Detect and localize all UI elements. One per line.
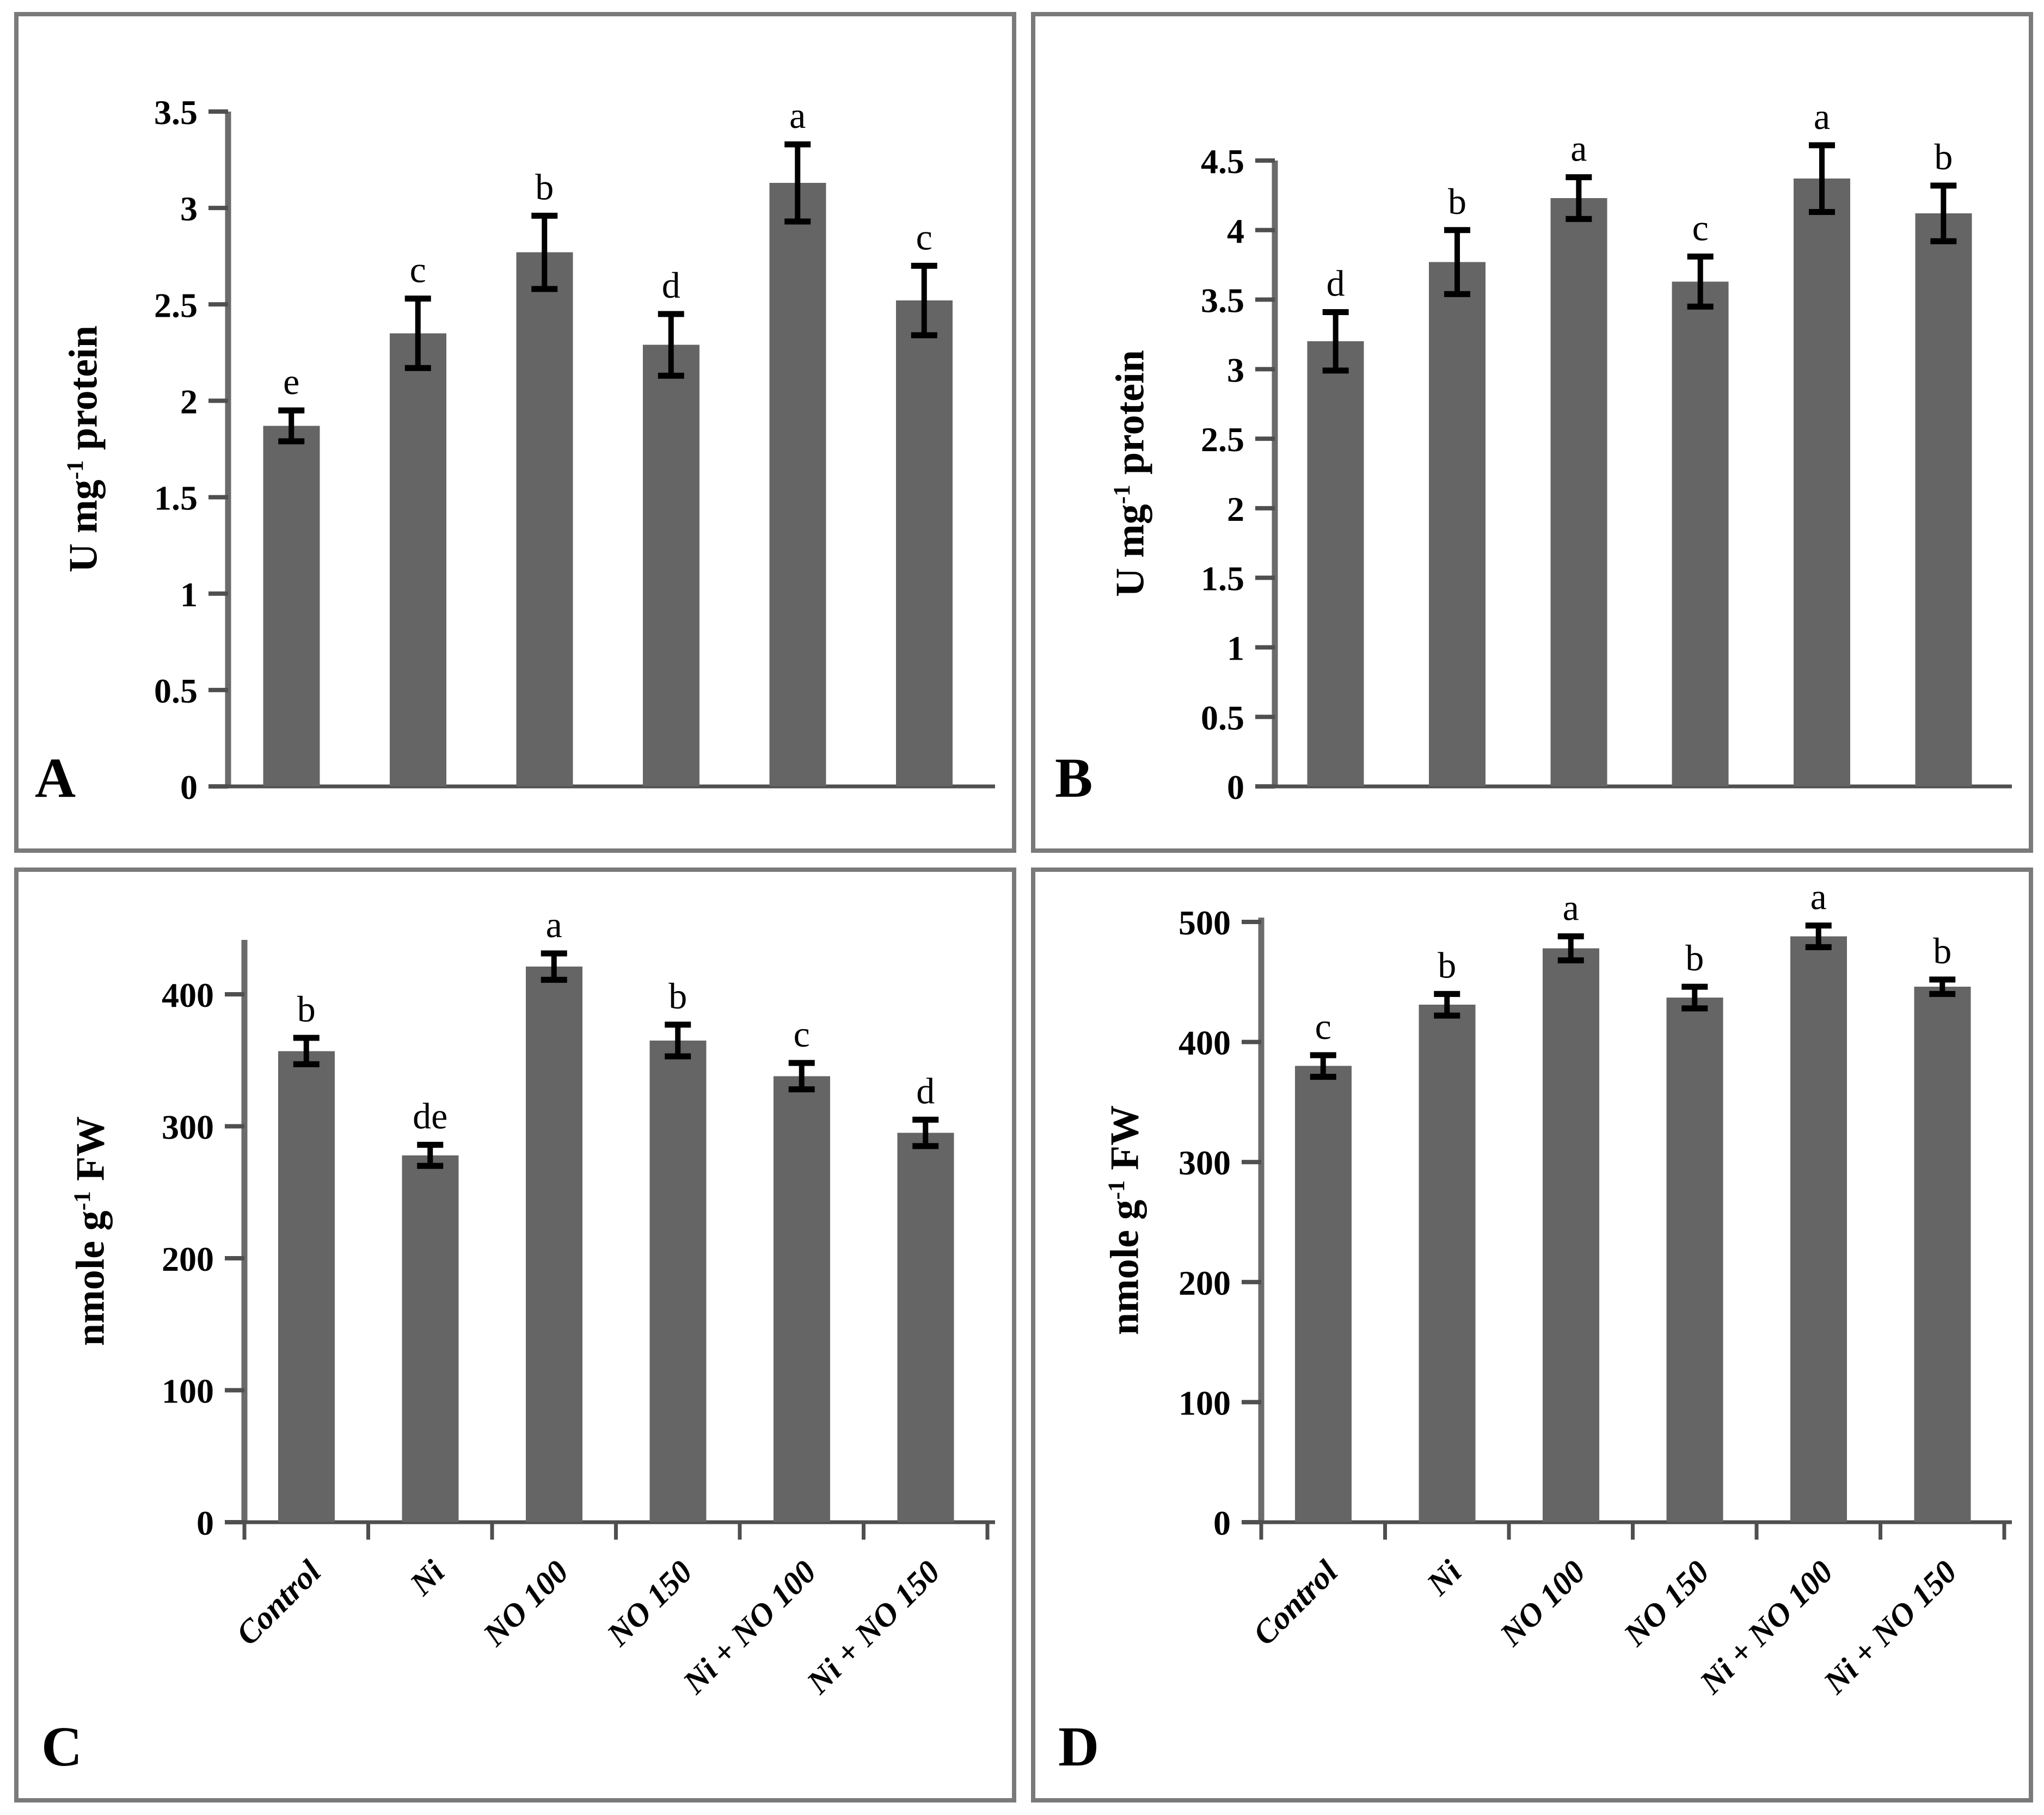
y-tick-label: 2 xyxy=(180,382,198,421)
sig-letter: b xyxy=(1933,930,1951,971)
y-tick-label: 1.5 xyxy=(1201,559,1244,598)
y-tick-label: 1.5 xyxy=(154,479,198,518)
x-tick-label: NO 100 xyxy=(476,1554,575,1653)
panel-C-chart: 0 100 200 300 400 b de a b c d Control Ni NO 100 NO 15… xyxy=(162,904,995,1701)
bar-Ni + NO 150 xyxy=(895,300,953,786)
bar-Ni + NO 150 xyxy=(1914,987,1971,1522)
y-tick-label: 0 xyxy=(1213,1504,1231,1542)
panel-D: 0 100 200 300 400 500 c b a b a b Control Ni NO 100 NO … xyxy=(1031,867,2033,1802)
bar-Ni xyxy=(402,1155,459,1522)
x-tick-label: NO 100 xyxy=(1493,1554,1592,1653)
bar-Ni xyxy=(1429,262,1486,786)
y-tick-label: 0.5 xyxy=(1201,698,1244,737)
sig-letter: de xyxy=(413,1095,447,1136)
bar-Control xyxy=(263,426,320,786)
sig-letter: b xyxy=(1438,944,1456,986)
sig-letter: b xyxy=(535,166,554,207)
bar-Control xyxy=(1294,1066,1352,1522)
y-tick-label: 200 xyxy=(1178,1264,1231,1302)
sig-letter: b xyxy=(1934,136,1953,177)
bar-NO 150 xyxy=(649,1040,707,1522)
x-tick-label: Control xyxy=(1246,1553,1345,1652)
bar-Ni + NO 100 xyxy=(1794,179,1850,787)
bar-Ni + NO 150 xyxy=(1915,213,1972,787)
bar-NO 150 xyxy=(1666,997,1723,1522)
bar-Ni xyxy=(1419,1005,1476,1522)
bar-NO 150 xyxy=(642,344,699,786)
sig-letter: b xyxy=(297,988,316,1030)
y-tick-label: 0 xyxy=(197,1504,214,1542)
bar-NO 150 xyxy=(1672,281,1729,786)
sig-letter: a xyxy=(546,904,562,945)
x-tick-label: Ni + NO 100 xyxy=(676,1554,823,1701)
panel-B: 0 0.5 1 1.5 2 2.5 3 3.5 4 4.5 d b a c a b U mg-1 protei… xyxy=(1031,12,2033,853)
sig-letter: d xyxy=(916,1070,935,1111)
y-tick-label: 3 xyxy=(1227,350,1244,389)
sig-letter: c xyxy=(1315,1006,1331,1047)
sig-letter: b xyxy=(1448,181,1466,222)
y-tick-label: 4 xyxy=(1227,212,1244,250)
bar-NO 100 xyxy=(1550,198,1607,786)
bar-NO 100 xyxy=(1542,948,1599,1522)
panel-C: 0 100 200 300 400 b de a b c d Control Ni NO 100 NO 15… xyxy=(14,867,1016,1802)
x-tick-label: Ni + NO 150 xyxy=(1816,1554,1964,1701)
bar-Ni + NO 100 xyxy=(1790,936,1847,1522)
sig-letter: e xyxy=(283,361,299,402)
x-tick-label: NO 150 xyxy=(600,1554,699,1653)
sig-letter: d xyxy=(1327,263,1345,304)
x-tick-label: Ni + NO 100 xyxy=(1692,1554,1840,1701)
bar-Control xyxy=(1307,341,1364,786)
y-tick-label: 0 xyxy=(1227,768,1244,807)
sig-letter: b xyxy=(1685,937,1704,979)
panel-D-chart: 0 100 200 300 400 500 c b a b a b Control Ni NO 100 NO … xyxy=(1178,876,2012,1701)
bar-NO 100 xyxy=(516,252,573,787)
sig-letter: c xyxy=(410,249,426,291)
y-tick-label: 1 xyxy=(180,575,198,614)
y-tick-label: 3 xyxy=(180,189,198,228)
bar-Ni xyxy=(389,333,446,786)
panel-B-chart: 0 0.5 1 1.5 2 2.5 3 3.5 4 4.5 d b a c a b xyxy=(1201,96,2012,807)
y-tick-label: 400 xyxy=(162,976,214,1014)
bar-Ni + NO 150 xyxy=(897,1133,954,1522)
bar-NO 100 xyxy=(525,967,582,1522)
sig-letter: a xyxy=(1810,876,1827,918)
y-tick-label: 400 xyxy=(1178,1024,1231,1062)
bar-Control xyxy=(278,1051,335,1522)
y-tick-label: 200 xyxy=(162,1240,214,1278)
y-tick-label: 2 xyxy=(1227,490,1244,528)
y-tick-label: 1 xyxy=(1227,629,1244,667)
y-tick-label: 3.5 xyxy=(154,93,198,132)
y-tick-label: 3.5 xyxy=(1201,281,1244,320)
x-tick-label: Ni xyxy=(1420,1553,1469,1602)
sig-letter: a xyxy=(1814,96,1830,137)
sig-letter: a xyxy=(789,95,806,136)
y-tick-label: 2.5 xyxy=(1201,420,1244,459)
x-tick-label: Control xyxy=(229,1553,328,1652)
x-tick-label: Ni + NO 150 xyxy=(800,1554,947,1701)
y-tick-label: 300 xyxy=(1178,1143,1231,1182)
y-tick-label: 100 xyxy=(1178,1383,1231,1422)
y-tick-label: 0.5 xyxy=(154,672,198,710)
y-tick-label: 0 xyxy=(180,768,198,807)
bar-Ni + NO 100 xyxy=(769,183,826,787)
y-tick-label: 300 xyxy=(162,1108,214,1147)
sig-letter: c xyxy=(1692,207,1709,248)
y-tick-label: 4.5 xyxy=(1201,142,1244,181)
sig-letter: a xyxy=(1570,128,1587,169)
sig-letter: b xyxy=(668,975,687,1017)
panel-A-chart: 0 0.5 1 1.5 2 2.5 3 3.5 e c b d a c xyxy=(154,93,995,807)
x-tick-label: Ni xyxy=(403,1553,452,1602)
y-tick-label: 500 xyxy=(1178,903,1231,942)
x-tick-label: NO 150 xyxy=(1617,1554,1716,1653)
bar-Ni + NO 100 xyxy=(773,1076,830,1522)
sig-letter: a xyxy=(1563,887,1579,928)
y-tick-label: 100 xyxy=(162,1372,214,1411)
sig-letter: d xyxy=(662,264,680,306)
sig-letter: c xyxy=(794,1013,810,1055)
y-tick-label: 2.5 xyxy=(154,286,198,324)
sig-letter: c xyxy=(916,216,932,257)
panel-A: 0 0.5 1 1.5 2 2.5 3 3.5 e c b d a c U mg-1 protein A xyxy=(14,12,1016,853)
